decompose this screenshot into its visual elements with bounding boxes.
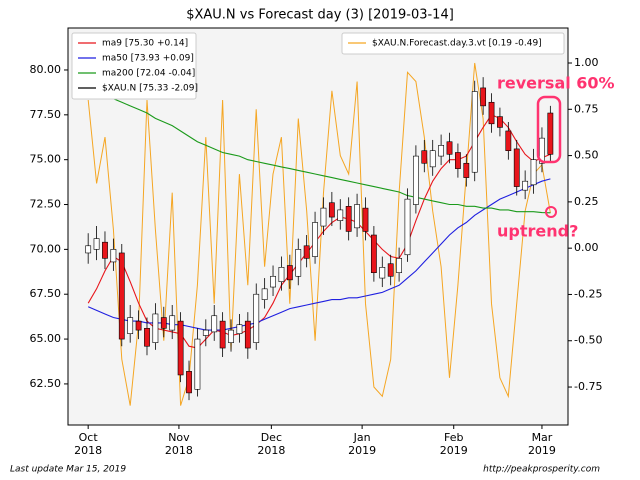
candle-body	[396, 258, 402, 273]
candle-body	[497, 116, 503, 128]
candle-body	[328, 202, 335, 218]
footer-right: http://peakprosperity.com	[483, 465, 600, 475]
candle-body	[446, 141, 453, 155]
plot-frame	[67, 27, 569, 426]
candle-body	[370, 234, 377, 273]
candle-body	[505, 130, 512, 152]
candle-body	[228, 329, 234, 343]
annotation: reversal 60%	[497, 74, 615, 93]
y-tick-label: 75.00	[30, 153, 62, 166]
candle-body	[186, 371, 192, 394]
y2-tick-label: 0.50	[574, 149, 599, 162]
candle-body	[295, 249, 302, 277]
candle-body	[244, 320, 251, 349]
candle-body	[337, 209, 344, 221]
candle-body	[144, 328, 150, 347]
candle-body	[152, 313, 159, 343]
candle-body	[219, 320, 226, 349]
candle-body	[118, 252, 125, 340]
candle-body	[480, 87, 487, 107]
y2-tick-label: 1.00	[574, 56, 599, 69]
annotation-box	[536, 95, 562, 164]
candle-body	[530, 159, 537, 186]
candle-body	[354, 204, 360, 229]
annotation: uptrend?	[497, 222, 578, 241]
candle-body	[85, 245, 92, 254]
y-tick-label: 80.00	[30, 63, 62, 76]
candle-body	[539, 137, 545, 164]
candle-body	[127, 317, 134, 334]
y-tick-label: 67.50	[30, 287, 62, 300]
chart-title: $XAU.N vs Forecast day (3) [2019-03-14]	[186, 8, 454, 23]
candle-body	[312, 222, 318, 257]
legend-label: ma9 [75.30 +0.14]	[102, 39, 188, 49]
y2-tick-label: 0.00	[574, 241, 599, 254]
y2-tick-label: -0.25	[574, 287, 602, 300]
candle-body	[463, 162, 470, 178]
x-tick-label: Oct 2018	[74, 431, 102, 457]
candle-body	[488, 101, 495, 125]
y2-tick-label: -0.50	[574, 334, 602, 347]
candle-body	[160, 317, 167, 329]
x-tick-label: Dec 2018	[257, 431, 285, 457]
y-tick-label: 65.00	[30, 332, 62, 345]
x-tick-label: Nov 2018	[165, 431, 193, 457]
candle-body	[387, 263, 394, 277]
footer-left: Last update Mar 15, 2019	[10, 465, 126, 475]
y2-tick-label: -0.75	[574, 380, 602, 393]
y-tick-label: 70.00	[30, 242, 62, 255]
y2-tick-label: 0.75	[574, 102, 599, 115]
candle-body	[379, 267, 386, 279]
candle-body	[202, 329, 209, 336]
candle-body	[455, 152, 461, 169]
candle-body	[102, 241, 108, 259]
candle-body	[236, 324, 243, 334]
candle-body	[362, 207, 369, 232]
candle-body	[278, 267, 285, 282]
candle-body	[412, 155, 419, 205]
candle-body	[286, 265, 293, 281]
candle-body	[547, 112, 554, 155]
candle-body	[429, 150, 436, 168]
candle-body	[345, 206, 352, 232]
legend-label: $XAU.N [75.33 -2.09]	[102, 84, 198, 94]
annotation-circle	[545, 206, 557, 218]
x-tick-label: Jan 2019	[348, 431, 376, 457]
candle-body	[211, 315, 218, 333]
candle-body	[93, 238, 100, 250]
candle-body	[404, 198, 411, 256]
candle-body	[421, 150, 428, 164]
candle-body	[135, 320, 142, 331]
candle-body	[261, 288, 268, 300]
candle-body	[513, 148, 520, 187]
legend-box	[71, 32, 197, 100]
legend-box	[341, 32, 565, 55]
legend-label: $XAU.N.Forecast.day.3.vt [0.19 -0.49]	[372, 39, 542, 49]
y-tick-label: 77.50	[30, 108, 62, 121]
candle-body	[194, 338, 201, 390]
x-tick-label: Feb 2019	[440, 431, 468, 457]
series-line	[87, 87, 551, 214]
candle-body	[169, 315, 176, 331]
candle-body	[320, 207, 327, 227]
marks	[85, 62, 554, 406]
candle-body	[303, 245, 310, 259]
y-tick-label: 72.50	[30, 198, 62, 211]
legend-label: ma50 [73.93 +0.09]	[102, 54, 194, 64]
candle-body	[438, 145, 445, 157]
legend-label: ma200 [72.04 -0.04]	[102, 69, 195, 79]
candle-body	[270, 275, 276, 288]
y2-tick-label: 0.25	[574, 195, 599, 208]
series-line	[87, 62, 551, 406]
candle-body	[110, 249, 117, 263]
y-tick-label: 62.50	[30, 377, 62, 390]
x-tick-label: Mar 2019	[528, 431, 556, 457]
candle-body	[177, 320, 184, 376]
candle-body	[522, 180, 529, 191]
candle-body	[471, 91, 478, 173]
candle-body	[253, 293, 260, 343]
